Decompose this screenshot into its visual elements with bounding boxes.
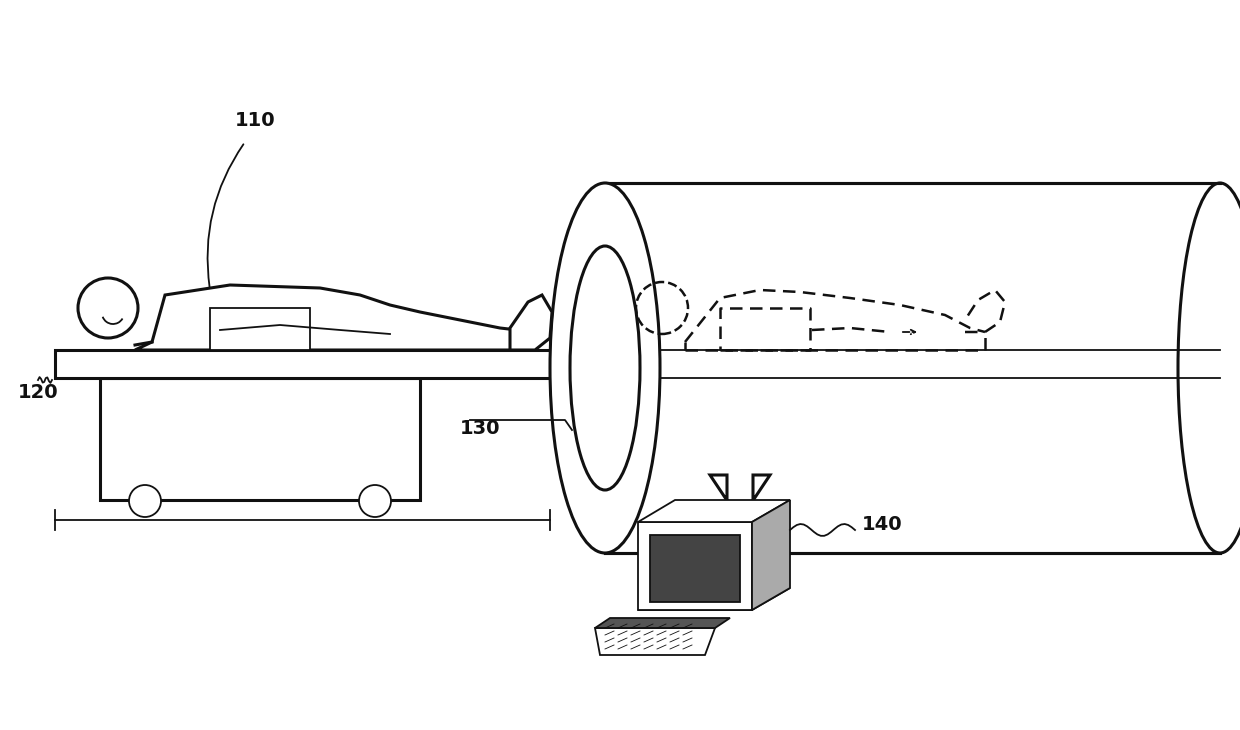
Circle shape [360,485,391,517]
Polygon shape [711,475,770,558]
Polygon shape [650,535,740,602]
Polygon shape [639,522,751,610]
Text: 140: 140 [862,515,903,534]
Polygon shape [639,500,790,522]
Polygon shape [595,628,715,655]
Circle shape [129,485,161,517]
Text: 130: 130 [460,418,501,437]
Polygon shape [135,285,534,350]
Polygon shape [595,618,730,628]
Polygon shape [100,378,420,500]
Text: 120: 120 [19,383,58,402]
Polygon shape [751,500,790,610]
Circle shape [78,278,138,338]
Polygon shape [510,295,552,350]
Text: 110: 110 [234,110,275,129]
Polygon shape [605,183,1220,553]
Polygon shape [639,588,790,610]
Polygon shape [55,350,556,378]
Ellipse shape [551,183,660,553]
Polygon shape [210,308,310,350]
Ellipse shape [570,246,640,490]
